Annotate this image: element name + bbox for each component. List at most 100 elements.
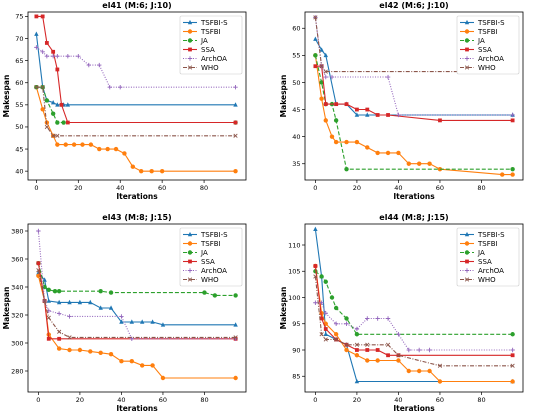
data-point <box>130 164 136 169</box>
y-tick-label: 105 <box>288 268 300 276</box>
legend-label: SSA <box>201 46 215 54</box>
x-axis-label: Iterations <box>116 192 158 201</box>
legend-marker <box>464 19 470 25</box>
data-point <box>416 161 422 166</box>
data-point <box>313 53 318 58</box>
data-point <box>365 342 370 347</box>
data-point <box>56 299 62 305</box>
data-point <box>354 378 360 384</box>
legend-label: TSFBI-S <box>477 19 505 27</box>
data-point <box>56 346 62 351</box>
data-point <box>319 316 324 321</box>
data-point <box>355 107 359 112</box>
x-tick-label: 0 <box>34 184 38 192</box>
y-tick-label: 110 <box>288 241 300 249</box>
series-1 <box>313 263 515 384</box>
data-point <box>344 321 349 326</box>
data-point <box>56 311 62 316</box>
data-point <box>344 347 349 353</box>
data-point <box>323 69 328 74</box>
data-point <box>396 353 401 358</box>
legend-entry: WHO <box>460 276 496 284</box>
data-point <box>500 172 505 177</box>
data-point <box>333 305 339 311</box>
legend-entry: TSFBI-S <box>183 231 228 239</box>
legend-marker <box>187 29 193 34</box>
x-tick-label: 80 <box>477 396 485 404</box>
y-tick-label: 50 <box>292 79 300 87</box>
data-point <box>510 172 515 177</box>
legend-entry: JA <box>460 37 485 45</box>
legend-marker <box>464 231 470 237</box>
data-point <box>406 161 412 166</box>
legend-entry: JA <box>183 249 208 257</box>
data-point <box>108 290 114 295</box>
data-point <box>323 337 328 342</box>
y-tick-label: 40 <box>292 133 300 141</box>
data-point <box>365 348 370 352</box>
data-point <box>323 279 328 284</box>
data-point <box>427 368 432 374</box>
data-point <box>313 15 318 20</box>
data-point <box>50 100 56 105</box>
data-point <box>67 335 72 340</box>
data-point <box>118 84 123 90</box>
series-2 <box>313 269 515 337</box>
legend-marker <box>187 65 193 70</box>
data-point <box>119 314 124 319</box>
legend-entry: JA <box>460 249 485 257</box>
x-tick-label: 40 <box>117 396 125 404</box>
legend-entry: ArchOA <box>183 267 227 275</box>
data-point <box>34 45 39 50</box>
data-point <box>119 319 124 324</box>
legend-label: SSA <box>478 258 492 266</box>
data-point <box>88 349 93 354</box>
data-point <box>313 226 318 232</box>
data-point <box>160 322 166 327</box>
series-line <box>36 15 236 124</box>
data-point <box>354 139 360 145</box>
legend-entry: WHO <box>183 276 219 284</box>
data-point <box>323 118 328 123</box>
data-point <box>396 332 401 337</box>
data-point <box>323 52 328 58</box>
data-point <box>40 107 45 112</box>
series-2 <box>36 261 238 298</box>
y-tick-label: 90 <box>292 346 300 354</box>
data-point <box>98 350 103 355</box>
data-point <box>323 327 328 331</box>
data-point <box>34 85 39 90</box>
data-point <box>63 142 68 147</box>
legend-entry: TSFBI-S <box>460 19 505 27</box>
data-point <box>313 36 318 41</box>
data-point <box>108 352 114 357</box>
x-tick-label: 60 <box>436 184 444 192</box>
legend-marker <box>187 268 193 273</box>
data-point <box>233 102 238 107</box>
data-point <box>334 337 339 342</box>
x-tick-label: 0 <box>313 396 317 404</box>
data-point <box>150 319 155 324</box>
data-point <box>323 331 328 337</box>
data-point <box>365 112 370 117</box>
legend-label: TSFBI-S <box>200 19 228 27</box>
plot-frame <box>304 223 524 393</box>
legend-entry: TSFBI-S <box>183 19 228 27</box>
data-point <box>138 168 144 174</box>
y-tick-label: 40 <box>15 167 23 175</box>
chart-0: 0 20 40 60 80 40 45 50 55 60 65 70 75 el41 (M:6; J:10… <box>2 1 247 201</box>
data-point <box>233 335 238 340</box>
legend-label: WHO <box>201 64 219 72</box>
chart-2: 0 20 40 60 80 280 300 320 340 360 380 el43 (M:8; J:… <box>2 213 247 413</box>
data-point <box>65 54 71 59</box>
x-tick-label: 0 <box>313 184 317 192</box>
data-point <box>233 133 238 138</box>
data-point <box>108 305 114 310</box>
legend-label: ArchOA <box>478 55 504 63</box>
data-point <box>510 118 515 123</box>
data-point <box>40 14 45 19</box>
data-point <box>76 54 81 59</box>
x-tick-label: 60 <box>158 184 166 192</box>
data-point <box>396 358 401 363</box>
data-point <box>77 299 83 305</box>
